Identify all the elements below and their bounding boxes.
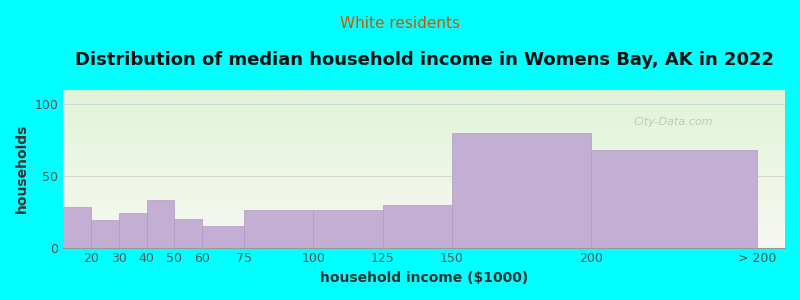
Bar [202,226,244,247]
Text: City-Data.com: City-Data.com [634,116,713,127]
Bar [91,220,119,248]
Bar [174,219,202,248]
Bar [313,210,382,248]
Bar [382,205,452,248]
X-axis label: household income ($1000): household income ($1000) [320,271,528,285]
Bar [63,208,91,248]
Bar [146,200,174,247]
Text: White residents: White residents [340,16,460,32]
Bar [244,210,313,248]
Bar [119,213,146,247]
Title: Distribution of median household income in Womens Bay, AK in 2022: Distribution of median household income … [74,51,774,69]
Bar [452,133,590,248]
Y-axis label: households: households [15,124,29,214]
Bar [590,150,758,248]
